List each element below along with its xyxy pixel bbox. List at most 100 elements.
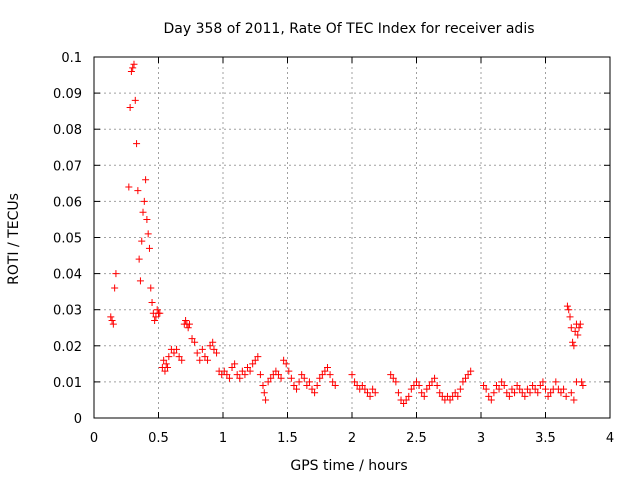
data-point	[196, 356, 204, 364]
data-point	[433, 382, 441, 390]
data-point	[233, 371, 241, 379]
y-tick-label: 0	[74, 412, 82, 427]
x-tick-label: 1	[219, 431, 227, 446]
x-tick-label: 4	[606, 431, 614, 446]
data-point	[193, 349, 201, 357]
data-point	[223, 371, 231, 379]
data-point	[152, 313, 160, 321]
data-point	[579, 382, 587, 390]
data-point	[571, 327, 579, 335]
data-point	[293, 385, 301, 393]
data-point	[318, 371, 326, 379]
data-point	[446, 396, 454, 404]
data-point	[467, 367, 475, 375]
data-point	[259, 382, 267, 390]
x-tick-label: 2.5	[406, 431, 427, 446]
data-point	[311, 389, 319, 397]
data-point	[107, 313, 115, 321]
data-point	[351, 378, 359, 386]
data-point	[111, 284, 119, 292]
data-point	[428, 378, 436, 386]
data-points	[107, 60, 587, 408]
data-point	[139, 208, 147, 216]
data-point	[492, 382, 500, 390]
data-point	[567, 389, 575, 397]
data-point	[241, 371, 249, 379]
data-point	[331, 382, 339, 390]
data-point	[361, 385, 369, 393]
data-point	[249, 360, 257, 368]
data-point	[151, 317, 159, 325]
data-point	[246, 367, 254, 375]
data-point	[295, 378, 303, 386]
data-point	[225, 374, 233, 382]
data-point	[170, 349, 178, 357]
data-point	[570, 342, 578, 350]
data-point	[562, 392, 570, 400]
data-point	[206, 342, 214, 350]
data-point	[112, 270, 120, 278]
x-tick-label: 0.5	[148, 431, 169, 446]
data-point	[182, 317, 190, 325]
data-point	[236, 374, 244, 382]
data-point	[274, 371, 282, 379]
data-point	[508, 385, 516, 393]
data-point	[326, 371, 334, 379]
data-point	[565, 306, 573, 314]
data-point	[566, 313, 574, 321]
data-point	[531, 385, 539, 393]
data-point	[451, 389, 459, 397]
data-point	[178, 356, 186, 364]
data-point	[173, 345, 181, 353]
data-point	[557, 389, 565, 397]
data-point	[462, 374, 470, 382]
data-point	[147, 284, 155, 292]
data-point	[201, 353, 209, 361]
data-point	[156, 309, 164, 317]
data-point	[529, 382, 537, 390]
data-point	[125, 183, 133, 191]
data-point	[145, 244, 153, 252]
data-point	[420, 392, 428, 400]
data-point	[160, 356, 168, 364]
data-point	[521, 392, 529, 400]
data-point	[369, 385, 377, 393]
data-point	[392, 378, 400, 386]
data-point	[436, 389, 444, 397]
data-point	[264, 378, 272, 386]
data-point	[366, 392, 374, 400]
x-tick-label: 3.5	[535, 431, 556, 446]
y-tick-label: 0.1	[61, 51, 82, 66]
data-point	[305, 378, 313, 386]
data-point	[321, 367, 329, 375]
data-point	[407, 385, 415, 393]
data-point	[298, 371, 306, 379]
data-point	[575, 324, 583, 332]
data-point	[260, 389, 268, 397]
data-point	[142, 176, 150, 184]
data-point	[482, 385, 490, 393]
data-point	[185, 320, 193, 328]
data-point	[511, 389, 519, 397]
data-point	[563, 302, 571, 310]
data-point	[480, 382, 488, 390]
data-point	[523, 385, 531, 393]
data-point	[109, 320, 117, 328]
data-point	[518, 389, 526, 397]
data-point	[136, 277, 144, 285]
data-point	[148, 298, 156, 306]
data-point	[287, 374, 295, 382]
data-point	[552, 378, 560, 386]
data-point	[175, 353, 183, 361]
x-tick-label: 3	[477, 431, 485, 446]
data-point	[574, 331, 582, 339]
data-point	[498, 378, 506, 386]
data-point	[308, 385, 316, 393]
data-point	[188, 335, 196, 343]
data-point	[129, 64, 137, 72]
data-point	[161, 367, 169, 375]
data-point	[572, 378, 580, 386]
y-tick-label: 0.07	[53, 159, 82, 174]
y-axis-label: ROTI / TECUs	[6, 193, 22, 285]
y-tick-label: 0.06	[53, 195, 82, 210]
